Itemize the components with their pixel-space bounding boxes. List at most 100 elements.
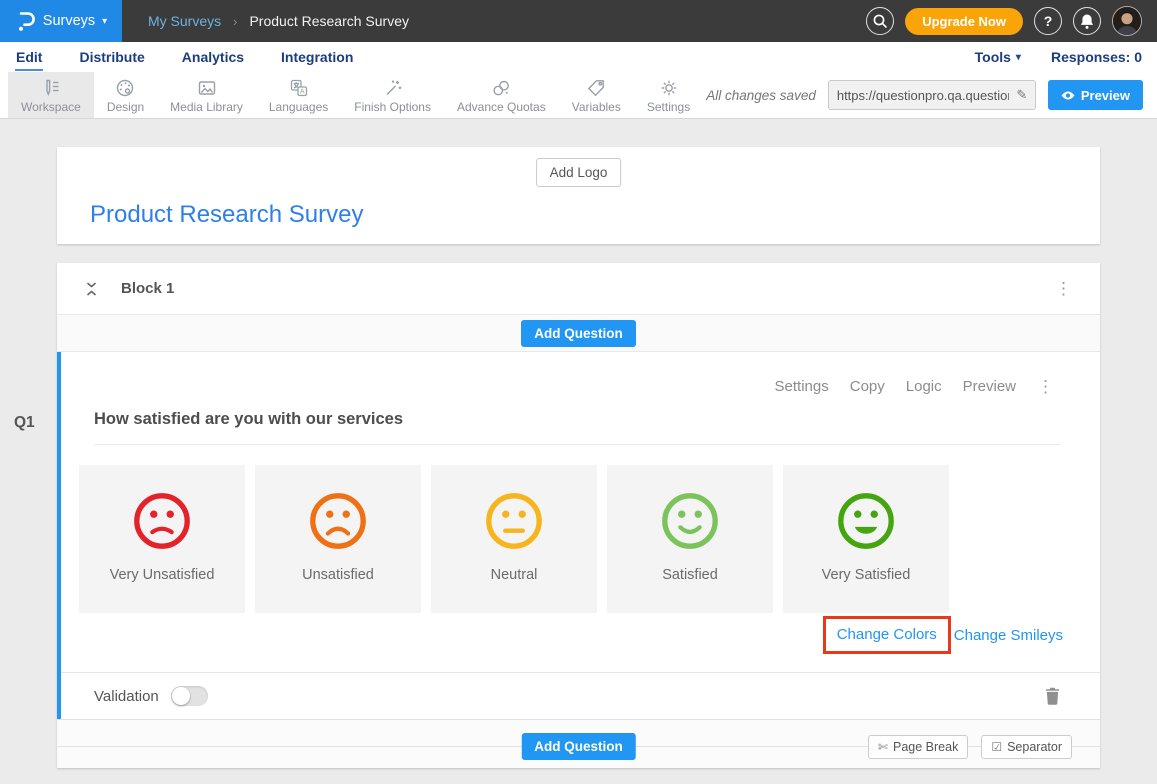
editor-canvas: Q1 Add Logo Product Research Survey Bloc… [0,119,1157,784]
svg-text:A: A [299,88,304,95]
toolbar-variables[interactable]: Variables [559,72,634,118]
toolbar-label: Media Library [170,100,243,114]
validation-label: Validation [94,688,159,705]
footer-right-buttons: ✄ Page Break ☑ Separator [868,735,1072,759]
product-menu[interactable]: Surveys ▾ [0,0,122,42]
question-text[interactable]: How satisfied are you with our services [94,410,1060,445]
smiley-option-label: Very Unsatisfied [110,567,215,583]
question-logic-link[interactable]: Logic [906,378,942,395]
smiley-option-unsatisfied[interactable]: Unsatisfied [255,465,421,613]
smiley-option-label: Very Satisfied [822,567,911,583]
change-smileys-link[interactable]: Change Smileys [954,627,1063,644]
toolbar-right: All changes saved https://questionpro.qa… [706,72,1157,118]
breadcrumb-my-surveys[interactable]: My Surveys [148,13,221,29]
validation-row: Validation [61,672,1100,719]
toolbar-workspace[interactable]: Workspace [8,72,94,118]
smiley-option-neutral[interactable]: Neutral [431,465,597,613]
tabs-right: Tools ▾ Responses: 0 [975,49,1142,65]
satisfied-face-icon [659,490,721,552]
block-footer: Add Question ✄ Page Break ☑ Separator [57,719,1100,768]
toolbar-languages[interactable]: A Languages [256,72,341,118]
toolbar-settings[interactable]: Settings [634,72,703,118]
toolbar-label: Advance Quotas [457,100,546,114]
checkbox-icon: ☑ [991,740,1002,754]
block-card: Block 1 ⋮ Add Question Settings Copy Log… [57,263,1100,768]
edit-url-pencil-icon[interactable]: ✎ [1009,87,1035,103]
annotation-highlight-box: Change Colors [823,616,951,654]
toolbar-design[interactable]: Design [94,72,157,118]
toolbar-finish-options[interactable]: Finish Options [341,72,444,118]
translate-icon: A [288,77,310,99]
breadcrumb: My Surveys › Product Research Survey [148,13,409,29]
tab-integration[interactable]: Integration [280,43,354,71]
separator-button[interactable]: ☑ Separator [981,735,1072,759]
upgrade-now-button[interactable]: Upgrade Now [905,8,1023,35]
tab-analytics[interactable]: Analytics [181,43,245,71]
toolbar-media-library[interactable]: Media Library [157,72,256,118]
chevron-down-icon: ▾ [1016,52,1021,63]
chevron-down-icon: ▾ [102,16,107,27]
breadcrumb-separator-icon: › [233,14,237,29]
toolbar-label: Settings [647,100,690,114]
block-header: Block 1 ⋮ [57,263,1100,315]
toggle-knob [172,687,190,705]
survey-title[interactable]: Product Research Survey [90,201,363,229]
add-logo-button[interactable]: Add Logo [536,158,622,187]
question-settings-link[interactable]: Settings [775,378,829,395]
links-icon [490,77,512,99]
validation-toggle[interactable] [171,686,208,706]
question-number-label: Q1 [14,414,35,432]
questionpro-logo-icon [15,10,36,33]
collapse-block-icon[interactable] [85,281,98,297]
user-avatar[interactable] [1112,6,1142,36]
eye-icon [1061,90,1075,101]
gear-icon [658,77,680,99]
tools-menu[interactable]: Tools ▾ [975,49,1021,65]
very-satisfied-face-icon [835,490,897,552]
block-title[interactable]: Block 1 [121,280,174,297]
page-break-button[interactable]: ✄ Page Break [868,735,968,759]
notifications-bell-icon[interactable] [1073,7,1101,35]
smiley-option-label: Neutral [491,567,538,583]
smiley-option-label: Satisfied [662,567,718,583]
tag-icon [585,77,607,99]
question-actions: Settings Copy Logic Preview ⋮ [775,376,1060,397]
tools-label: Tools [975,49,1011,65]
survey-header-card: Add Logo Product Research Survey [57,147,1100,244]
toolbar-advance-quotas[interactable]: Advance Quotas [444,72,559,118]
page-break-label: Page Break [893,740,958,754]
wand-icon [382,77,404,99]
scissors-icon: ✄ [878,740,888,754]
smiley-option-satisfied[interactable]: Satisfied [607,465,773,613]
question-more-menu-icon[interactable]: ⋮ [1031,376,1060,397]
neutral-face-icon [483,490,545,552]
responses-count[interactable]: Responses: 0 [1051,49,1142,65]
help-button[interactable]: ? [1034,7,1062,35]
search-icon[interactable] [866,7,894,35]
delete-question-trash-icon[interactable] [1045,687,1060,705]
tab-distribute[interactable]: Distribute [78,43,145,71]
toolbar-label: Languages [269,100,328,114]
add-question-button-top[interactable]: Add Question [521,320,636,347]
breadcrumb-current: Product Research Survey [249,13,409,29]
change-colors-link[interactable]: Change Colors [837,626,937,643]
smiley-option-very-unsatisfied[interactable]: Very Unsatisfied [79,465,245,613]
separator-label: Separator [1007,740,1062,754]
editor-toolbar: Workspace Design Media Library A Languag… [0,72,1157,119]
question-preview-link[interactable]: Preview [963,378,1016,395]
section-tabs: Edit Distribute Analytics Integration To… [0,42,1157,72]
tab-edit[interactable]: Edit [15,43,43,71]
unsatisfied-face-icon [307,490,369,552]
survey-url-field[interactable]: https://questionpro.qa.questionp ✎ [828,80,1036,110]
add-question-button-bottom[interactable]: Add Question [521,733,636,760]
top-navbar: Surveys ▾ My Surveys › Product Research … [0,0,1157,42]
topnav-actions: Upgrade Now ? [866,6,1157,36]
preview-button[interactable]: Preview [1048,80,1143,110]
question-q1: Settings Copy Logic Preview ⋮ How satisf… [57,352,1100,719]
smiley-option-very-satisfied[interactable]: Very Satisfied [783,465,949,613]
image-icon [196,77,218,99]
block-more-menu-icon[interactable]: ⋮ [1049,278,1078,299]
question-copy-link[interactable]: Copy [850,378,885,395]
smiley-options: Very Unsatisfied Unsatisfied [79,465,949,613]
save-status: All changes saved [706,88,816,103]
